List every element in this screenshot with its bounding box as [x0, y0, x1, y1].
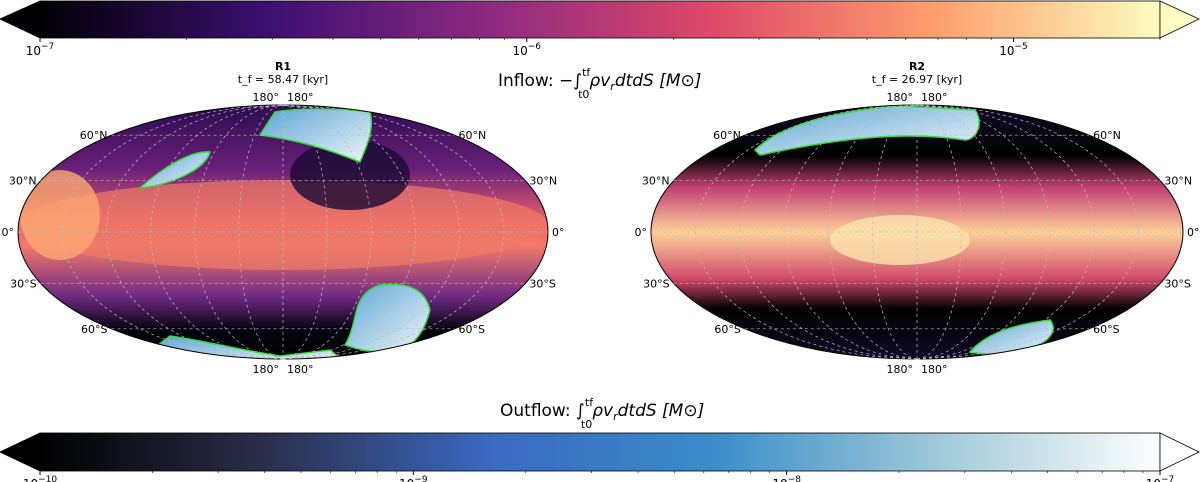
map-r2: R2 t_f = 26.97 [kyr] 60°N 60°N 30°N 30°N 0° 0…: [635, 60, 1200, 376]
latitude-label: 60°N: [458, 129, 486, 142]
longitude-label: 180°: [887, 363, 914, 376]
latitude-label: 60°S: [1093, 323, 1119, 336]
longitude-gridline: [916, 104, 1051, 360]
outflow-colorbar-bar: [39, 432, 1161, 472]
latitude-label: 0°: [1187, 226, 1200, 239]
latitude-label: 30°N: [529, 175, 557, 188]
colorbar-tick-label: 10−7: [1146, 475, 1175, 482]
longitude-gridline: [282, 104, 461, 360]
latitude-label: 30°S: [1164, 277, 1190, 290]
longitude-gridline: [150, 104, 284, 360]
latitude-label: 60°S: [714, 323, 740, 336]
longitude-gridline: [916, 104, 1095, 360]
inflow-colorbar-under-triangle: [0, 0, 41, 39]
longitude-gridline: [105, 104, 284, 360]
colorbar-tick-label: 10−6: [512, 42, 541, 58]
latitude-label: 0°: [635, 226, 648, 239]
longitude-gridline: [61, 104, 284, 360]
longitude-gridline: [238, 104, 284, 360]
latitude-label: 30°N: [1164, 175, 1192, 188]
latitude-label: 60°N: [1093, 129, 1121, 142]
outflow-region: [753, 105, 980, 156]
latitude-label: 30°N: [9, 175, 37, 188]
map-r2-title: R2: [909, 60, 925, 73]
colorbar-tick-label: 10−8: [772, 475, 801, 482]
inflow-colorbar-label: Inflow: −∫tf t0ρvrdtdS [M⊙]: [498, 66, 701, 101]
longitude-label: 180°: [921, 363, 948, 376]
longitude-gridline: [916, 104, 1140, 360]
latitude-label: 30°S: [643, 277, 669, 290]
map-r1-title: R1: [275, 60, 291, 73]
latitude-label: 30°S: [10, 277, 36, 290]
latitude-label: 60°N: [713, 129, 741, 142]
longitude-label: 180°: [887, 91, 914, 104]
outflow-region: [137, 151, 211, 189]
latitude-label: 30°S: [529, 277, 555, 290]
longitude-gridline: [282, 104, 416, 360]
colorbar-tick-label: 10−10: [23, 475, 58, 482]
longitude-gridline: [827, 104, 918, 360]
colorbar-tick-label: 10−5: [999, 42, 1028, 58]
longitude-label: 180°: [253, 363, 280, 376]
latitude-label: 0°: [552, 226, 565, 239]
longitude-label: 180°: [287, 91, 314, 104]
latitude-label: 0°: [2, 226, 15, 239]
longitude-label: 180°: [253, 91, 280, 104]
longitude-gridline: [916, 104, 1007, 360]
outflow-colorbar: 10−10 10−9 10−8 10−7: [0, 432, 1200, 482]
outflow-colorbar-over-triangle: [1159, 432, 1200, 472]
longitude-label: 180°: [287, 363, 314, 376]
latitude-label: 60°N: [80, 129, 108, 142]
longitude-gridline: [282, 104, 328, 360]
longitude-gridline: [282, 104, 372, 360]
longitude-gridline: [783, 104, 918, 360]
outflow-colorbar-under-triangle: [0, 432, 41, 472]
latitude-label: 60°S: [458, 323, 484, 336]
colorbar-tick-label: 10−7: [26, 42, 55, 58]
inflow-colorbar-bar: [39, 0, 1161, 39]
colorbar-tick-label: 10−9: [399, 475, 428, 482]
longitude-gridline: [739, 104, 918, 360]
map-r2-subtitle: t_f = 26.97 [kyr]: [872, 73, 962, 86]
longitude-gridline: [194, 104, 284, 360]
latitude-label: 30°N: [642, 175, 670, 188]
inflow-colorbar-over-triangle: [1159, 0, 1200, 39]
inflow-colorbar: 10−7 10−6 10−5: [0, 0, 1200, 58]
map-r1-subtitle: t_f = 58.47 [kyr]: [238, 73, 328, 86]
outflow-colorbar-label: Outflow: ∫tf t0ρvrdtdS [M⊙]: [500, 396, 704, 431]
map-r1: R1 t_f = 58.47 [kyr] 60°N 60°N 30°N 30°N 0° 0…: [2, 60, 565, 376]
longitude-gridline: [872, 104, 918, 360]
latitude-label: 60°S: [81, 323, 107, 336]
longitude-label: 180°: [921, 91, 948, 104]
longitude-gridline: [694, 104, 918, 360]
longitude-gridline: [282, 104, 505, 360]
longitude-gridline: [916, 104, 962, 360]
